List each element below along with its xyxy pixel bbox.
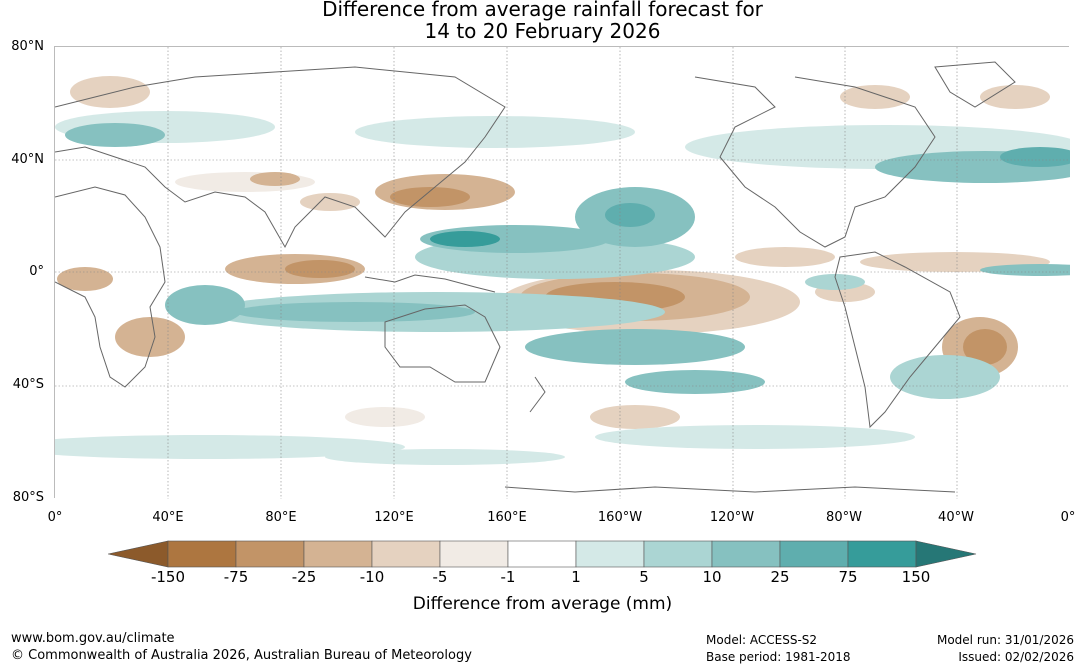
- rainfall-anomaly-map: [5, 46, 1085, 499]
- map-title-line-1: Difference from average rainfall forecas…: [322, 0, 763, 21]
- wetter-than-average-areas: [5, 111, 1085, 465]
- coastlines: [54, 61, 1016, 493]
- colorbar-tick-label: 25: [770, 568, 790, 586]
- footer-issued: Issued: 02/02/2026: [958, 650, 1074, 664]
- africa-coast: [54, 186, 166, 388]
- colorbar-swatch-9: [711, 540, 781, 568]
- antarctica-coast: [504, 486, 956, 493]
- colorbar-swatch-7: [575, 540, 645, 568]
- footer-base-period: Base period: 1981-2018: [706, 650, 851, 664]
- colorbar-tick-label: -5: [432, 568, 448, 586]
- lon-label-80w: 80°W: [826, 510, 862, 525]
- colorbar-tick-label: 75: [838, 568, 858, 586]
- lat-label-40s: 40°S: [12, 377, 44, 392]
- lat-label-40n: 40°N: [11, 152, 44, 167]
- colorbar-swatch-3: [303, 540, 373, 568]
- colorbar-swatch-2: [235, 540, 305, 568]
- graticule: [55, 47, 1070, 499]
- colorbar-tick-label: -25: [291, 568, 317, 586]
- colorbar-swatch-1: [167, 540, 237, 568]
- new-zealand-coast: [529, 376, 546, 413]
- footer-model-run: Model run: 31/01/2026: [936, 633, 1074, 647]
- colorbar-swatch-6: [507, 540, 577, 568]
- lon-label-160w: 160°W: [597, 510, 643, 525]
- drier-than-average-areas: [57, 76, 1050, 429]
- footer-website: www.bom.gov.au/climate: [11, 631, 175, 646]
- map-title-line-2: 14 to 20 February 2026: [424, 19, 661, 43]
- colorbar-tick-label: -10: [359, 568, 385, 586]
- colorbar-tick-label: 10: [702, 568, 722, 586]
- footer-model: Model: ACCESS-S2: [706, 633, 818, 647]
- lat-label-80s: 80°S: [12, 490, 44, 505]
- colorbar: [108, 540, 977, 568]
- lat-label-80n: 80°N: [11, 39, 44, 54]
- colorbar-swatch-11: [847, 540, 917, 568]
- colorbar-swatch-10: [779, 540, 849, 568]
- colorbar-tick-label: 150: [901, 568, 931, 586]
- australia-coast: [384, 304, 501, 383]
- maritime-continent-coast: [364, 274, 496, 293]
- colorbar-swatch-8: [643, 540, 713, 568]
- colorbar-label: Difference from average (mm): [412, 594, 673, 614]
- colorbar-tick-label: -75: [223, 568, 249, 586]
- lon-label-40w: 40°W: [938, 510, 974, 525]
- footer-copyright: © Commonwealth of Australia 2026, Austra…: [11, 648, 472, 663]
- colorbar-tick-label: -1: [500, 568, 516, 586]
- lon-label-80e: 80°E: [265, 510, 297, 525]
- lon-label-120e: 120°E: [374, 510, 414, 525]
- lon-label-40e: 40°E: [152, 510, 184, 525]
- lon-label-0-right: 0°: [1060, 510, 1076, 525]
- lon-label-0-left: 0°: [47, 510, 63, 525]
- colorbar-tick-label: -150: [150, 568, 186, 586]
- colorbar-tick-label: 1: [571, 568, 581, 586]
- lat-label-equator: 0°: [29, 264, 44, 279]
- north-america-coast: [694, 76, 936, 248]
- eurasia-coast: [54, 66, 506, 249]
- colorbar-swatch-max-arrow: [915, 540, 977, 568]
- colorbar-swatch-4: [371, 540, 441, 568]
- colorbar-swatch-5: [439, 540, 509, 568]
- lon-label-120w: 120°W: [709, 510, 755, 525]
- lon-label-160e: 160°E: [487, 510, 527, 525]
- colorbar-swatch-min-arrow: [108, 540, 169, 568]
- greenland-coast: [934, 61, 1016, 108]
- south-america-coast: [834, 251, 961, 429]
- colorbar-tick-label: 5: [639, 568, 649, 586]
